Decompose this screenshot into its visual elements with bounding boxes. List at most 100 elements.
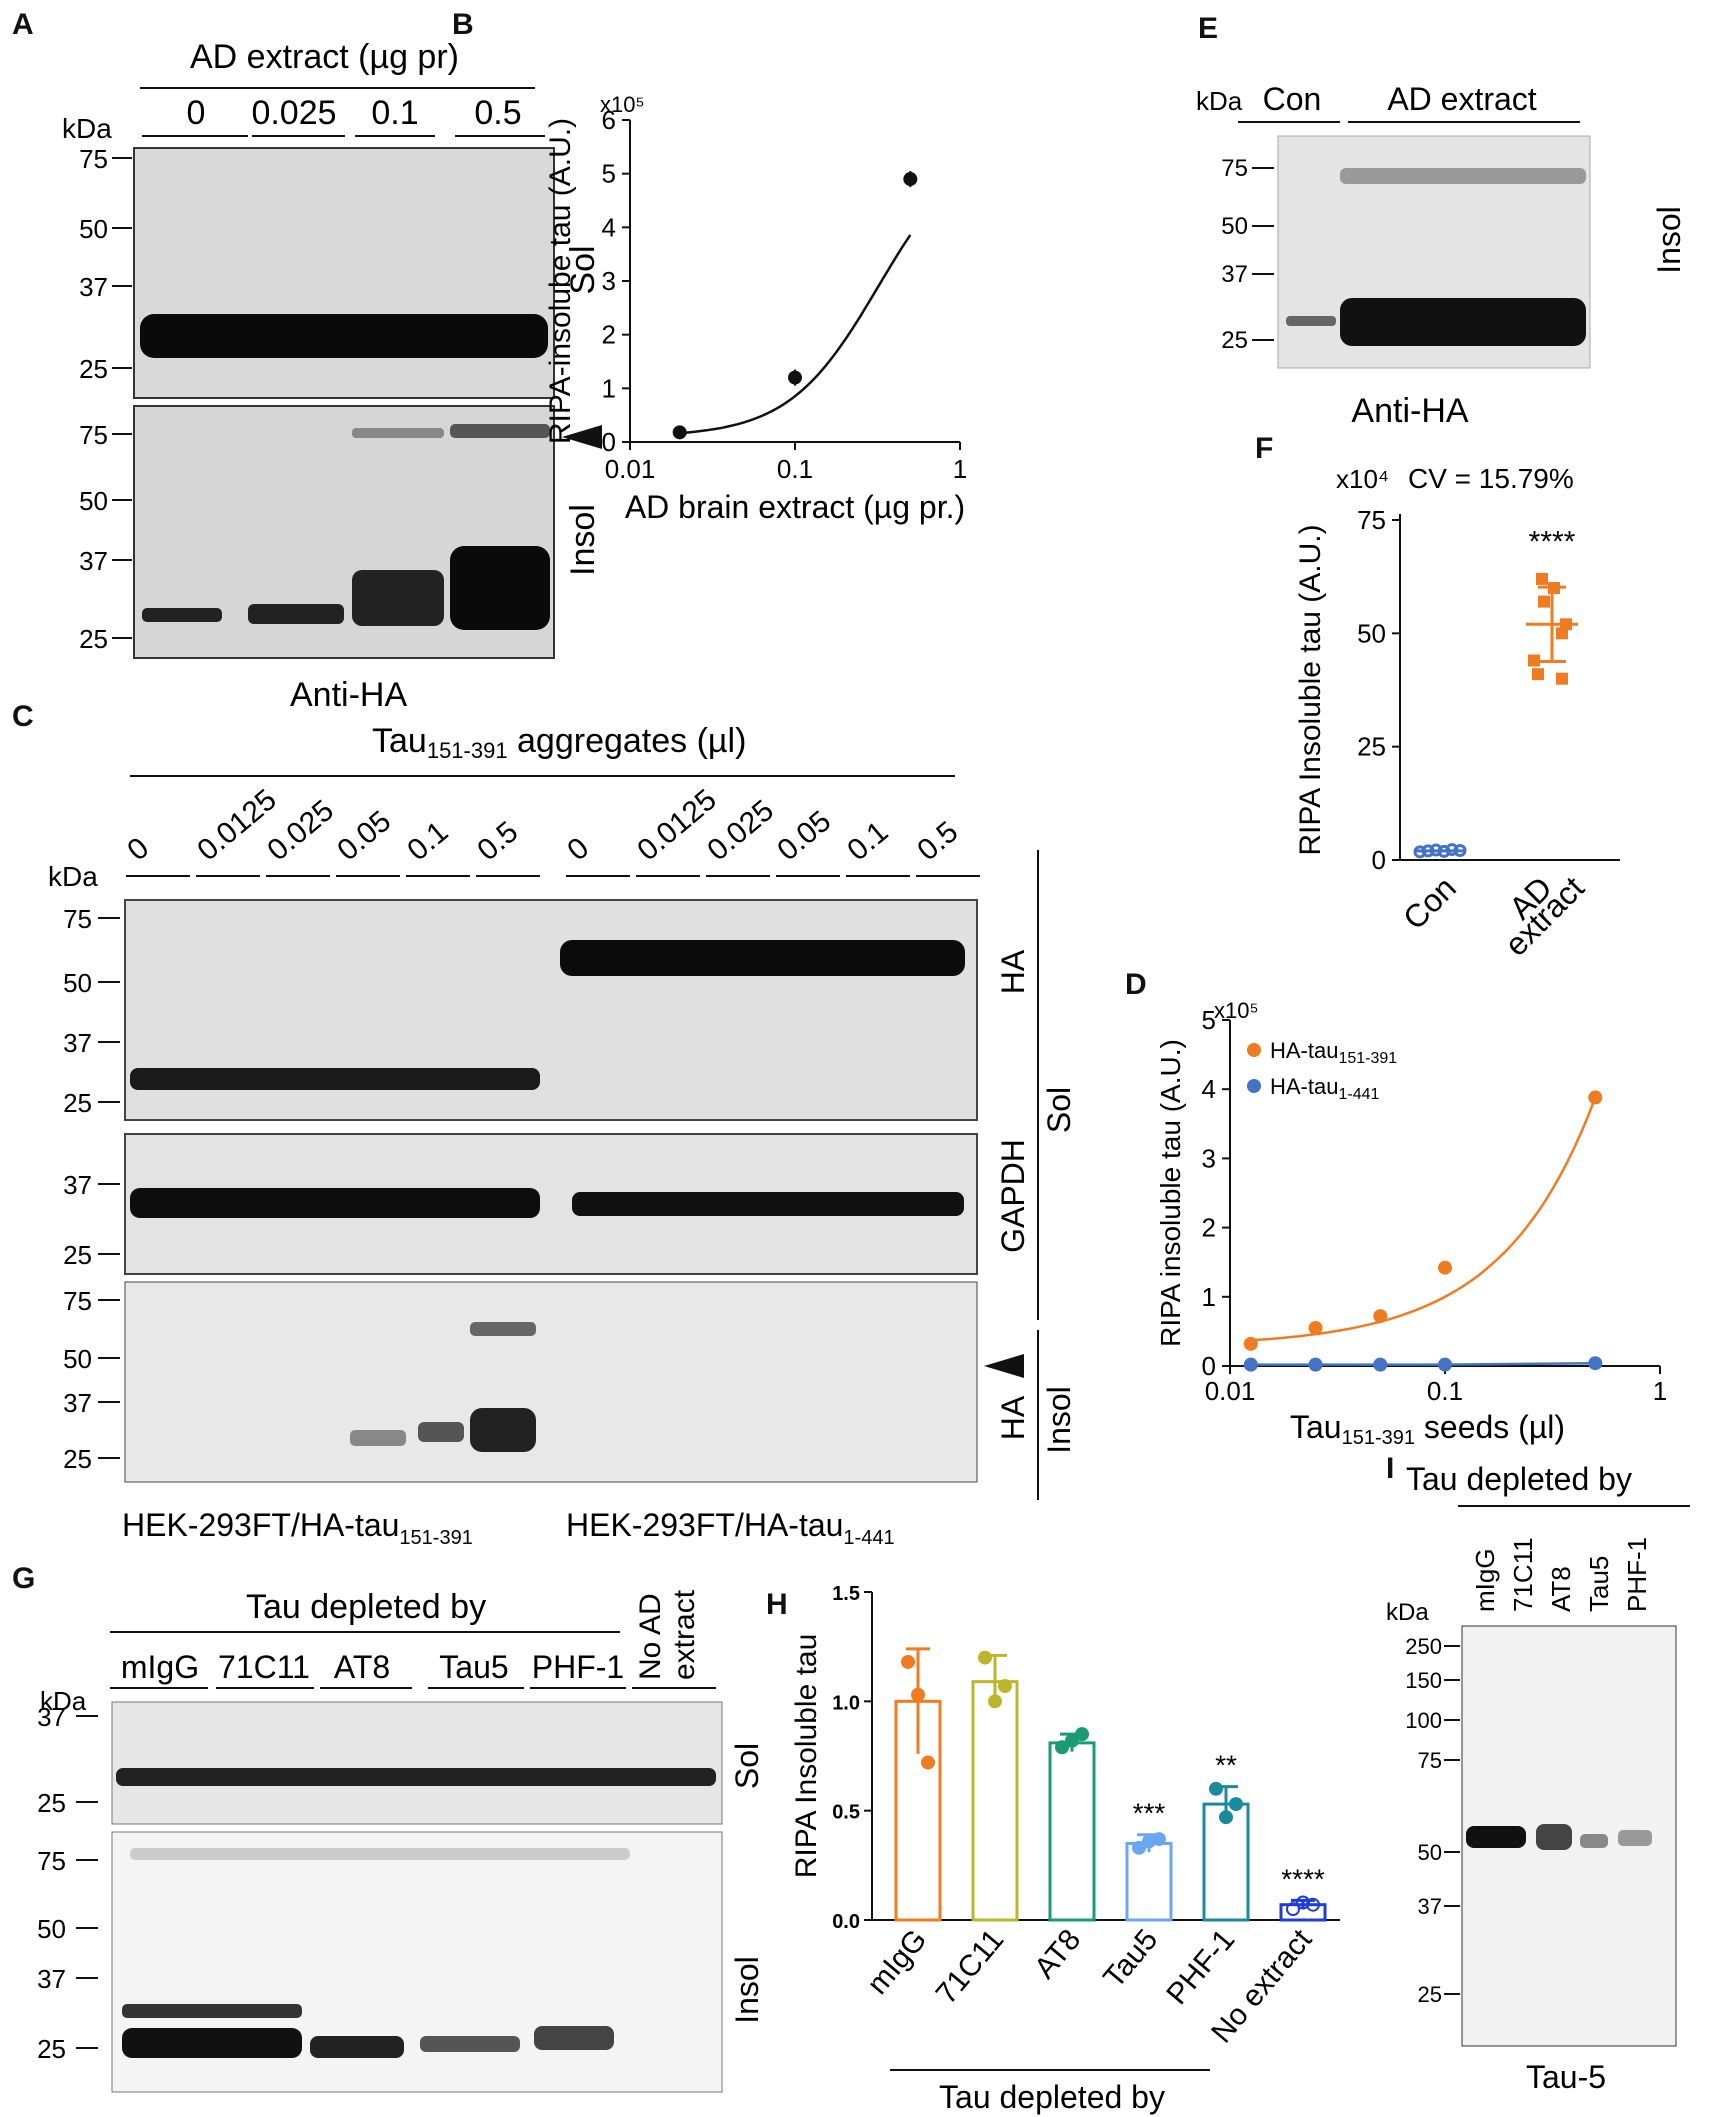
panel-a-insol: Insol (564, 504, 602, 576)
panel-i-blot: Tau depleted by mIgG 71C11 AT8 Tau5 PHF-… (1386, 1461, 1690, 2095)
panel-g-noad: No AD (634, 1593, 667, 1680)
data-point (1296, 1895, 1310, 1910)
panel-c-blot: Tau151-391 aggregates (µl) 0 0.01250.0250… (48, 722, 1077, 1549)
panel-c-cellline-2: HEK-293FT/HA-tau1-441 (566, 1507, 895, 1549)
panel-a-marker: 50 (79, 486, 108, 516)
data-point (1373, 1309, 1388, 1324)
panel-i-group: mIgG (1470, 1548, 1500, 1612)
panel-g-blot: Tau depleted by mIgG 71C11 AT8 Tau5 PHF-… (37, 1588, 765, 2093)
y-scale-label: x10⁵ (600, 92, 645, 117)
data-point (921, 1755, 935, 1770)
y-tick-label: 2 (1202, 1213, 1216, 1243)
panel-c-marker: 37 (63, 1388, 92, 1418)
panel-label-a: A (12, 8, 34, 41)
x-tick-label: 0.1 (1427, 1376, 1463, 1406)
data-point (672, 425, 687, 440)
data-point (1536, 572, 1548, 585)
panel-a-title: AD extract (µg pr) (190, 38, 459, 76)
y-scale-label: x10⁴ (1336, 464, 1389, 494)
data-point (1438, 1357, 1452, 1372)
x-tick-label: 0.1 (777, 454, 813, 484)
bar (1125, 1841, 1173, 1922)
panel-a-dose: 0.025 (251, 94, 336, 132)
panel-g-title: Tau depleted by (246, 1588, 486, 1626)
data-point (1588, 1090, 1603, 1105)
panel-a-blot: AD extract (µg pr) 0 0.025 0.1 0.5 kDa 7… (62, 38, 602, 714)
panel-c-marker: 25 (63, 1088, 92, 1118)
data-point (988, 1694, 1002, 1709)
data-point (1209, 1781, 1223, 1796)
panel-c-marker: 75 (63, 904, 92, 934)
x-tick-label: AT8 (1028, 1923, 1087, 1985)
panel-a-sol: Sol (564, 245, 602, 294)
panel-e-antibody: Anti-HA (1351, 392, 1468, 430)
panel-g-sol: Sol (729, 1743, 765, 1789)
panel-c-marker: 25 (63, 1444, 92, 1474)
panel-e-marker: 75 (1221, 155, 1248, 182)
y-axis-label: RIPA Insoluble tau (790, 1634, 823, 1879)
panel-c-marker: 37 (63, 1170, 92, 1200)
panel-i-title: Tau depleted by (1406, 1461, 1632, 1497)
y-tick-label: 5 (602, 159, 616, 189)
panel-a-dose: 0 (187, 94, 206, 132)
y-tick-label: 4 (602, 212, 616, 242)
panel-g-marker: 50 (37, 1914, 66, 1944)
y-tick-label: 1 (602, 373, 616, 403)
data-point (1373, 1357, 1388, 1372)
y-tick-label: 3 (602, 266, 616, 296)
bar (971, 1680, 1019, 1922)
panel-e-blot: Con AD extract kDa 75 50 37 25 Insol Ant… (1196, 81, 1687, 430)
data-point (1308, 1320, 1323, 1335)
data-point (1588, 1356, 1603, 1371)
panel-g-group: Tau5 (439, 1649, 508, 1685)
panel-a-antibody: Anti-HA (290, 676, 407, 714)
y-tick-label: 0.5 (832, 1802, 860, 1824)
panel-g-marker: 37 (37, 1702, 66, 1732)
legend-label: HA-tau151-391 (1270, 1038, 1397, 1067)
x-tick-label: 0.01 (605, 454, 656, 484)
panel-d-chart: 0 1 2 3 4 5 0.01 0.1 1 x10⁵ RIPA insoluble tau (A.… (1155, 1000, 1667, 1449)
y-tick-label: 4 (1202, 1074, 1216, 1104)
data-point (1556, 627, 1568, 640)
arrowhead-icon (562, 425, 602, 449)
data-point (1528, 654, 1540, 667)
panel-e-marker: 25 (1221, 327, 1248, 354)
data-point (1075, 1727, 1089, 1742)
panel-i-marker: 37 (1418, 1894, 1442, 1919)
legend-label: HA-tau1-441 (1270, 1074, 1380, 1103)
panel-label-b: B (452, 8, 474, 41)
data-point (1308, 1357, 1323, 1372)
panel-label-d: D (1125, 968, 1147, 1001)
x-tick-label: PHF-1 (1160, 1923, 1241, 2011)
panel-i-group: AT8 (1546, 1566, 1576, 1612)
panel-g-marker: 75 (37, 1846, 66, 1876)
x-tick-label: Tau5 (1097, 1923, 1164, 1994)
panel-label-g: G (12, 1562, 36, 1595)
panel-a-marker: 75 (79, 420, 108, 450)
fit-curve (679, 234, 912, 435)
panel-c-dose: 0.0125 (191, 783, 283, 867)
panel-g-insol: Insol (729, 1956, 765, 2024)
panel-i-marker: 250 (1405, 1634, 1442, 1659)
panel-e-group: Con (1263, 81, 1322, 117)
y-tick-label: 6 (602, 105, 616, 135)
data-point (1229, 1797, 1243, 1812)
data-point (1438, 1260, 1452, 1275)
panel-c-marker: 75 (63, 1286, 92, 1316)
panel-c-marker: 25 (63, 1240, 92, 1270)
panel-e-insol: Insol (1651, 206, 1687, 274)
panel-c-dose: 0.1 (401, 815, 454, 867)
legend-marker (1247, 1043, 1261, 1057)
panel-c-sol: Sol (1041, 1087, 1077, 1133)
data-point (1532, 668, 1544, 681)
x-tick-label: 1 (1653, 1376, 1667, 1406)
panel-i-marker: 150 (1405, 1668, 1442, 1693)
data-point (1243, 1357, 1258, 1372)
x-axis-label: AD brain extract (µg pr.) (625, 489, 965, 525)
cv-label: CV = 15.79% (1408, 463, 1574, 494)
y-tick-label: 0 (1372, 845, 1386, 875)
y-tick-label: 0 (602, 427, 616, 457)
y-scale-label: x10⁵ (1214, 1000, 1259, 1023)
x-tick-label: 71C11 (930, 1923, 1011, 2010)
